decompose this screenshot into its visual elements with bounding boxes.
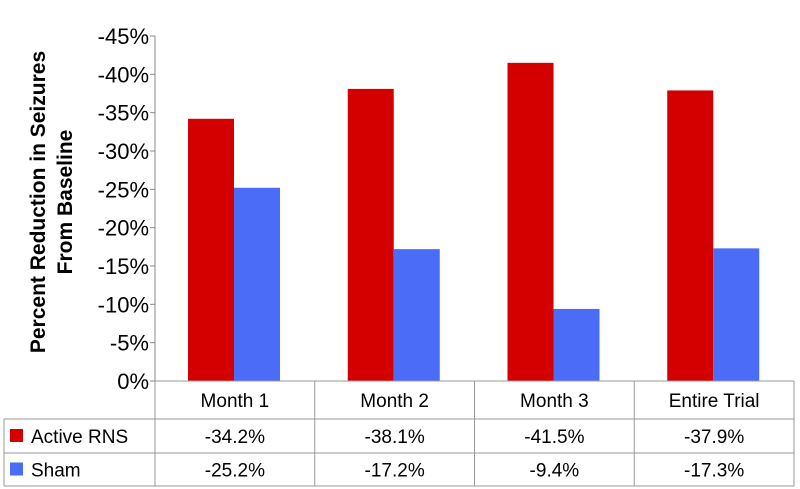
y-tick-label: -40%	[98, 62, 149, 87]
y-tick-label: -10%	[98, 292, 149, 317]
y-axis-title-line-1: Percent Reduction in Seizures	[27, 51, 50, 353]
y-tick-label: -35%	[98, 101, 149, 126]
y-tick-label: -25%	[98, 177, 149, 202]
legend-swatch	[10, 429, 23, 442]
x-tick-label: Month 3	[520, 391, 589, 412]
data-label: -17.2%	[365, 461, 425, 482]
bar-active-rns	[347, 88, 394, 382]
bar-sham	[393, 249, 440, 381]
data-label: -9.4%	[530, 461, 580, 482]
bar-sham	[713, 248, 760, 381]
x-tick-label: Month 1	[201, 391, 270, 412]
y-tick-label: -15%	[98, 254, 149, 279]
y-tick-label: -45%	[98, 24, 149, 49]
x-tick-label: Month 2	[360, 391, 429, 412]
data-label: -25.2%	[205, 461, 265, 482]
legend-swatch	[10, 462, 23, 476]
y-axis-title-line-2: From Baseline	[54, 130, 77, 275]
bar-active-rns	[188, 118, 234, 382]
y-tick-label: -5%	[110, 331, 149, 356]
data-label: -41.5%	[524, 427, 584, 448]
bar-active-rns	[507, 62, 554, 381]
bar-sham	[553, 308, 600, 381]
y-tick-label: -30%	[98, 139, 149, 164]
legend-label: Sham	[31, 461, 81, 482]
data-label: -38.1%	[365, 427, 425, 448]
y-tick-label: 0%	[117, 369, 149, 394]
bar-active-rns	[667, 90, 714, 381]
y-axis-title: Percent Reduction in Seizures From Basel…	[27, 51, 77, 353]
y-axis: 0% -5% -10% -15% -20% -25% -30% -35% -40% -45%	[98, 24, 156, 394]
bars	[188, 62, 760, 382]
data-label: -17.3%	[684, 461, 744, 482]
data-label: -34.2%	[205, 427, 265, 448]
x-tick-label: Entire Trial	[669, 391, 760, 412]
data-table: Month 1 Month 2 Month 3 Entire Trial Active …	[3, 380, 795, 487]
bar-sham	[234, 187, 280, 381]
legend-label: Active RNS	[31, 427, 128, 448]
y-tick-label: -20%	[98, 216, 149, 241]
data-label: -37.9%	[684, 427, 744, 448]
